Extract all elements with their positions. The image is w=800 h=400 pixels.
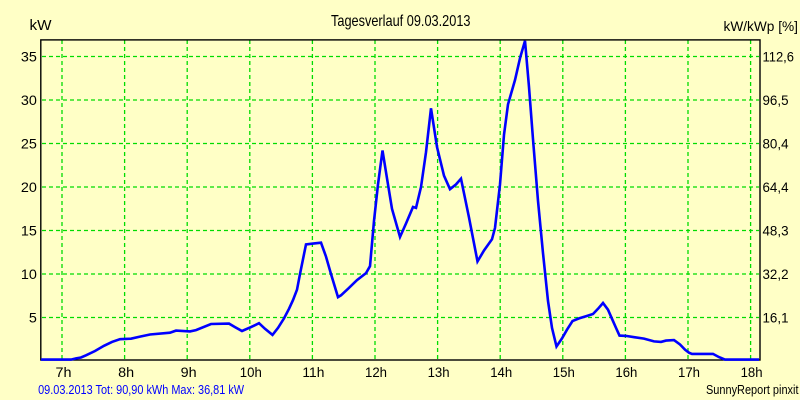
svg-text:10: 10 [21,266,37,282]
svg-text:12h: 12h [365,364,387,380]
svg-text:8h: 8h [118,364,134,380]
svg-text:16,1: 16,1 [763,310,789,326]
svg-text:17h: 17h [678,364,700,380]
svg-text:9h: 9h [181,364,197,380]
svg-text:11h: 11h [302,364,324,380]
svg-text:kW/kWp [%]: kW/kWp [%] [724,18,799,34]
svg-text:20: 20 [21,179,37,195]
svg-text:Tagesverlauf 09.03.2013: Tagesverlauf 09.03.2013 [331,13,471,30]
svg-text:09.03.2013 Tot: 90,90 kWh Max:: 09.03.2013 Tot: 90,90 kWh Max: 36,81 kW [38,382,245,397]
svg-text:14h: 14h [490,364,512,380]
svg-text:96,5: 96,5 [763,92,789,108]
svg-text:5: 5 [29,310,37,326]
svg-text:7h: 7h [56,364,72,380]
svg-text:25: 25 [21,136,37,152]
svg-text:13h: 13h [428,364,450,380]
svg-text:kW: kW [30,18,52,34]
svg-text:15: 15 [21,223,37,239]
svg-text:32,2: 32,2 [763,266,789,282]
svg-text:16h: 16h [615,364,637,380]
svg-text:80,4: 80,4 [763,136,789,152]
svg-text:10h: 10h [240,364,262,380]
svg-text:35: 35 [21,49,37,65]
svg-text:30: 30 [21,92,37,108]
svg-text:112,6: 112,6 [763,49,795,65]
svg-text:48,3: 48,3 [763,223,789,239]
svg-text:SunnyReport pinxit: SunnyReport pinxit [706,383,799,397]
svg-text:15h: 15h [553,364,575,380]
svg-text:64,4: 64,4 [763,179,789,195]
svg-text:18h: 18h [741,364,763,380]
